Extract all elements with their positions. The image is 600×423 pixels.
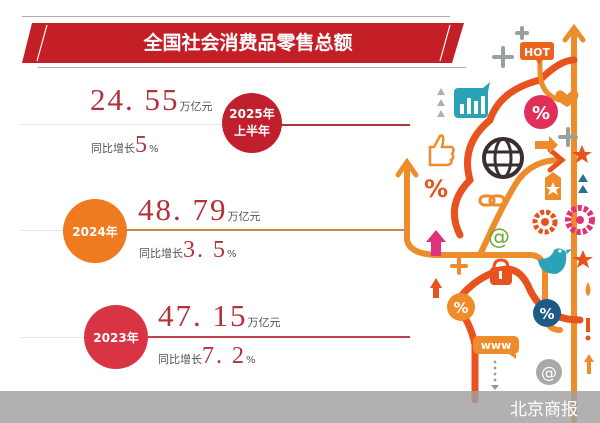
- page-title: 全国社会消费品零售总额: [143, 32, 353, 54]
- percent-badge: [533, 299, 561, 327]
- title-rule-bottom: [38, 67, 466, 68]
- amount-2024: 48. 79万亿元: [138, 192, 261, 227]
- star-icon: [573, 250, 593, 268]
- svg-text:%: %: [532, 103, 550, 124]
- www-bubble: [473, 336, 519, 354]
- thumbs-up-icon: [428, 134, 455, 167]
- growth-2023: 同比增长7. 2%: [158, 343, 256, 369]
- timeline-line-2024: [125, 229, 410, 231]
- hot-badge: [520, 42, 554, 60]
- ecommerce-illustration: HOT % %: [395, 23, 595, 423]
- gear-icon: [532, 205, 595, 235]
- title-banner: 全国社会消费品零售总额: [22, 23, 464, 63]
- growth-2025h1: 同比增长5%: [91, 132, 159, 158]
- svg-text:@: @: [541, 363, 557, 382]
- amount-2023: 47. 15万亿元: [158, 298, 281, 333]
- bird-icon: [538, 248, 572, 274]
- star-icon: [572, 145, 592, 163]
- watermark-bar: [0, 391, 600, 423]
- amount-2025h1: 24. 55万亿元: [90, 82, 213, 117]
- globe-icon: [482, 137, 524, 179]
- at-sign-icon: [536, 359, 562, 385]
- plus-icon: [492, 26, 578, 147]
- divider-faint: [20, 337, 90, 338]
- svg-text:%: %: [539, 305, 554, 323]
- timeline-line-2025: [270, 124, 410, 126]
- arrow-up-icon: [426, 230, 446, 256]
- link-icon: [478, 194, 506, 207]
- svg-text:%: %: [453, 299, 468, 317]
- percent-icon: %: [424, 175, 448, 203]
- divider-faint: [20, 124, 230, 125]
- price-tag-icon: [545, 172, 561, 200]
- banner-shape: [22, 23, 464, 63]
- watermark-logo: 北京商报: [510, 400, 578, 420]
- svg-text:HOT: HOT: [524, 46, 551, 59]
- period-badge-2023: 2023年: [84, 305, 148, 369]
- title-rule-top: [22, 16, 450, 17]
- triangle-arrows-icon: [578, 174, 588, 193]
- divider-faint: [20, 230, 65, 231]
- timeline-line-2023: [145, 336, 410, 338]
- lock-icon: [490, 258, 512, 285]
- at-sign-icon: @: [488, 225, 510, 250]
- growth-2024: 同比增长3. 5%: [139, 237, 237, 263]
- period-badge-2024: 2024年: [63, 199, 127, 263]
- heart-icon: [555, 90, 579, 107]
- arrow-right-icon: [535, 136, 558, 154]
- exclamation-icon: [586, 318, 590, 332]
- percent-badge: [447, 293, 475, 321]
- drop-icon: [585, 282, 591, 296]
- percent-badge: [524, 95, 558, 129]
- period-badge-2025h1: 2025年 上半年: [222, 93, 282, 153]
- svg-text:www: www: [481, 339, 512, 352]
